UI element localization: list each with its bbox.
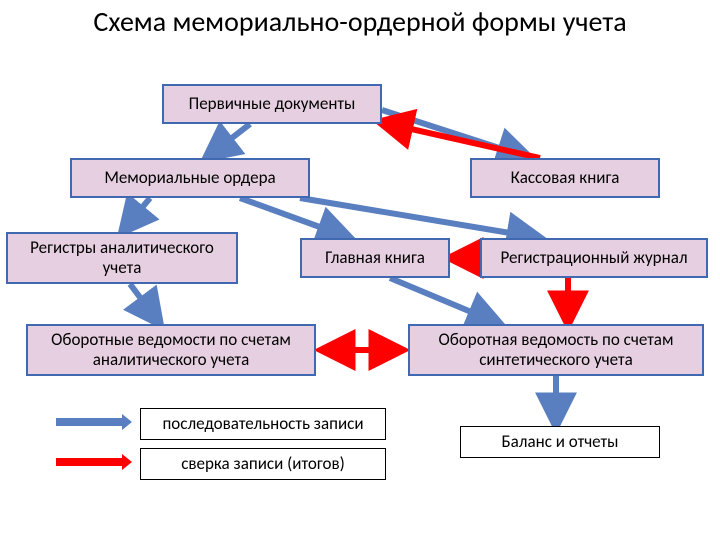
node-n3: Кассовая книга <box>470 158 660 198</box>
node-n9: последовательность записи <box>140 408 386 440</box>
node-n5: Главная книга <box>300 238 450 278</box>
arrow-1 <box>382 110 530 158</box>
node-n10: сверка записи (итогов) <box>140 448 386 480</box>
diagram-canvas: Схема мемориально-ордерной формы учета П… <box>0 0 720 540</box>
arrow-5 <box>130 284 160 324</box>
node-n6: Регистрационный журнал <box>480 238 708 278</box>
node-n2: Мемориальные ордера <box>70 158 310 198</box>
arrow-0 <box>206 124 250 158</box>
arrow-8 <box>380 122 540 158</box>
legend-sequence-arrow <box>54 414 132 430</box>
diagram-title: Схема мемориально-ордерной формы учета <box>0 6 720 38</box>
node-n4: Регистры аналитического учета <box>6 232 238 284</box>
node-n1: Первичные документы <box>162 84 382 124</box>
arrow-2 <box>122 198 150 232</box>
node-n8: Оборотная ведомость по счетам синтетичес… <box>408 324 704 376</box>
arrow-3 <box>240 198 350 238</box>
arrow-4 <box>300 198 540 238</box>
node-n7: Оборотные ведомости по счетам аналитичес… <box>26 324 316 376</box>
arrow-6 <box>390 278 500 324</box>
node-n11: Баланс и отчеты <box>460 426 660 458</box>
legend-check-arrow <box>54 454 132 470</box>
